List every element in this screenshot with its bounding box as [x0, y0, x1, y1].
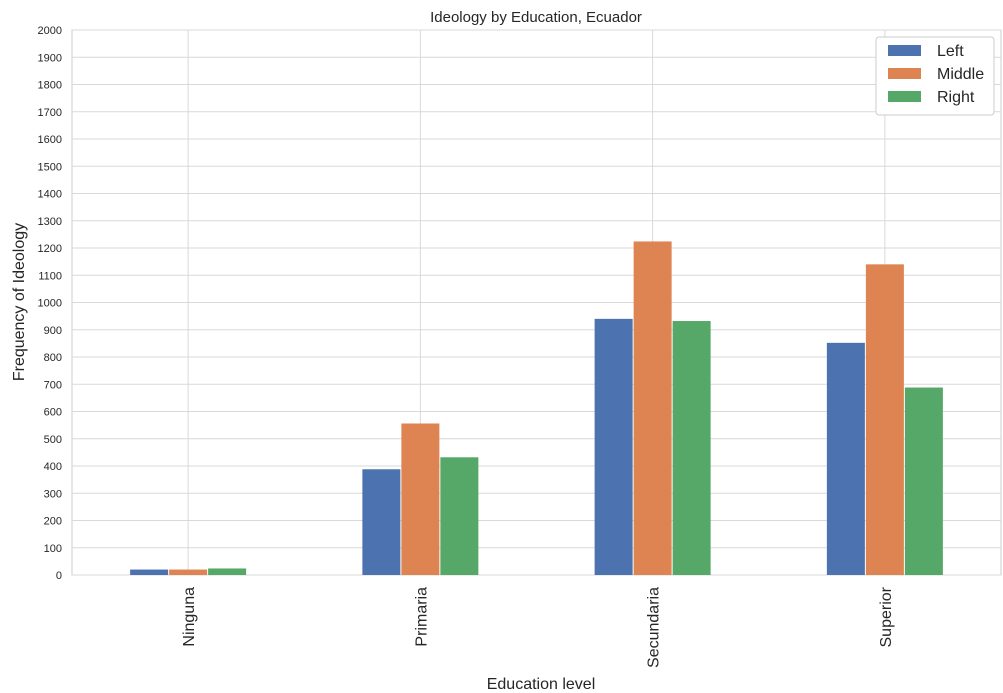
legend-swatch-left	[888, 45, 921, 56]
y-tick-label: 400	[44, 461, 62, 473]
bar-right-primaria	[440, 457, 479, 575]
bar-left-secundaria	[594, 318, 633, 575]
y-tick-label: 1800	[38, 80, 62, 92]
chart-title: Ideology by Education, Ecuador	[430, 9, 642, 26]
y-tick-label: 300	[44, 488, 62, 500]
bar-left-superior	[826, 342, 865, 575]
y-axis-label: Frequency of Ideology	[11, 223, 28, 381]
legend-label-right: Right	[937, 89, 975, 106]
bar-right-ninguna	[208, 568, 247, 575]
bar-left-ninguna	[130, 569, 169, 575]
y-tick-label: 1200	[38, 243, 62, 255]
x-tick-label: Ninguna	[181, 587, 198, 647]
y-tick-label: 1700	[38, 107, 62, 119]
x-tick-label: Superior	[878, 586, 895, 647]
y-tick-label: 800	[44, 352, 62, 364]
y-tick-label: 500	[44, 434, 62, 446]
x-axis-label: Education level	[487, 676, 596, 693]
bar-middle-secundaria	[633, 241, 672, 575]
y-tick-label: 200	[44, 516, 62, 528]
y-tick-label: 600	[44, 407, 62, 419]
x-tick-label: Secundaria	[646, 587, 663, 668]
y-tick-label: 1500	[38, 161, 62, 173]
y-tick-label: 0	[56, 570, 62, 582]
y-tick-labels: 0 100 200 300 400 500 600 700 800 900 1000 1100 1200…	[38, 25, 62, 582]
bar-middle-primaria	[401, 423, 440, 575]
y-tick-label: 1000	[38, 298, 62, 310]
y-tick-label: 1300	[38, 216, 62, 228]
bar-left-primaria	[362, 469, 401, 575]
y-tick-label: 2000	[38, 25, 62, 37]
bar-right-secundaria	[672, 321, 711, 575]
legend-label-middle: Middle	[937, 66, 984, 83]
bar-right-superior	[904, 387, 943, 575]
y-tick-label: 1900	[38, 52, 62, 64]
y-tick-label: 100	[44, 543, 62, 555]
x-tick-labels: Ninguna Primaria Secundaria Superior	[181, 586, 895, 668]
bars	[130, 241, 943, 575]
bar-middle-ninguna	[169, 569, 208, 575]
y-tick-label: 1600	[38, 134, 62, 146]
y-tick-label: 900	[44, 325, 62, 337]
legend-swatch-right	[888, 91, 921, 102]
y-tick-label: 700	[44, 379, 62, 391]
y-tick-label: 1400	[38, 189, 62, 201]
legend: Left Middle Right	[875, 36, 995, 116]
bar-middle-superior	[865, 264, 904, 575]
y-tick-label: 1100	[38, 270, 62, 282]
legend-swatch-middle	[888, 68, 921, 79]
x-tick-label: Primaria	[413, 587, 430, 647]
legend-label-left: Left	[937, 43, 964, 60]
